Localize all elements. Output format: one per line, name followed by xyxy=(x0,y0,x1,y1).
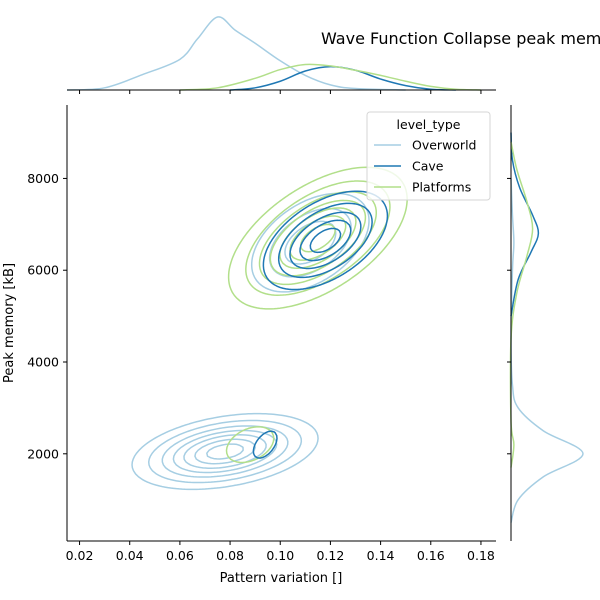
main-kde-plot xyxy=(131,166,408,491)
x-tick-label: 0.10 xyxy=(266,548,294,563)
x-marginal-cave xyxy=(230,65,456,91)
contour-overworld-0-0 xyxy=(131,412,319,491)
legend-label-cave: Cave xyxy=(412,159,444,174)
x-tick-label: 0.04 xyxy=(116,548,144,563)
x-tick-label: 0.18 xyxy=(467,548,495,563)
x-tick-label: 0.14 xyxy=(367,548,395,563)
contour-cave-0-0 xyxy=(262,190,389,291)
contour-overworld-0-3 xyxy=(172,429,278,474)
y-axis-label: Peak memory [kB] xyxy=(2,263,17,383)
contour-platforms-0-5 xyxy=(289,215,347,261)
contour-cave-1-0 xyxy=(252,430,278,459)
legend-title: level_type xyxy=(397,117,461,132)
x-axis-label: Pattern variation [] xyxy=(220,571,343,586)
x-tick-label: 0.02 xyxy=(66,548,94,563)
x-tick-label: 0.16 xyxy=(417,548,445,563)
y-marginal-platforms xyxy=(509,141,534,468)
contour-cave-0-4 xyxy=(309,227,342,254)
right-marginal-plot xyxy=(509,132,584,523)
kde-series-platforms xyxy=(225,166,408,464)
y-tick-label: 6000 xyxy=(27,263,59,278)
legend-box xyxy=(366,111,491,201)
contour-cave-0-1 xyxy=(277,202,373,279)
contour-cave-0-2 xyxy=(289,211,362,270)
chart-title: Wave Function Collapse peak mem xyxy=(321,29,600,48)
x-tick-label: 0.12 xyxy=(316,548,344,563)
y-marginal-cave xyxy=(510,132,540,317)
y-tick-label: 8000 xyxy=(27,171,59,186)
legend-label-overworld: Overworld xyxy=(412,138,476,153)
x-marginal-platforms xyxy=(179,63,481,91)
contour-overworld-0-5 xyxy=(194,438,256,465)
x-tick-label: 0.08 xyxy=(216,548,244,563)
x-tick-label: 0.06 xyxy=(166,548,194,563)
contour-overworld-0-2 xyxy=(161,425,289,478)
kde-series-cave xyxy=(252,190,389,459)
legend: level_type Overworld Cave Platforms xyxy=(366,111,491,201)
x-marginal-overworld xyxy=(66,16,406,91)
y-tick-label: 4000 xyxy=(27,355,59,370)
top-marginal-plot xyxy=(66,16,481,91)
y-marginal-overworld xyxy=(510,178,584,523)
legend-label-platforms: Platforms xyxy=(412,180,471,195)
contour-cave-0-3 xyxy=(299,219,352,262)
contour-overworld-0-4 xyxy=(183,434,267,469)
y-tick-label: 2000 xyxy=(27,446,59,461)
contour-overworld-0-6 xyxy=(206,443,244,460)
axes-layer: 0.02 0.04 0.06 0.08 0.10 0.12 0.14 0.16 0.18 2000… xyxy=(27,89,512,563)
contour-platforms-1-0 xyxy=(225,426,275,464)
kde-series-overworld xyxy=(131,192,370,491)
contour-overworld-0-1 xyxy=(147,419,303,484)
